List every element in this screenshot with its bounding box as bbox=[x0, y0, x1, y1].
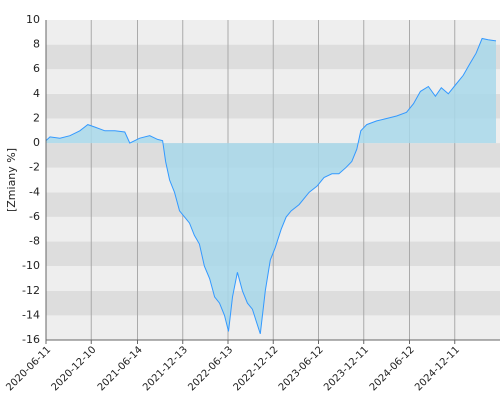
y-tick-label: -16 bbox=[22, 333, 40, 346]
y-tick-label: -12 bbox=[22, 284, 40, 297]
y-tick-label: 4 bbox=[33, 87, 40, 100]
y-axis-label: [Zmiany %] bbox=[5, 148, 18, 212]
x-tick-label: 2020-12-10 bbox=[50, 344, 99, 393]
y-tick-label: -8 bbox=[29, 235, 40, 248]
y-tick-label: -10 bbox=[22, 259, 40, 272]
area-fill bbox=[46, 38, 496, 334]
x-tick-label: 2023-06-12 bbox=[277, 344, 326, 393]
x-tick-label: 2022-12-12 bbox=[232, 344, 281, 393]
y-tick-label: -2 bbox=[29, 161, 40, 174]
y-tick-label: 10 bbox=[26, 13, 40, 26]
x-tick-label: 2024-12-11 bbox=[413, 344, 462, 393]
x-tick-label: 2024-06-12 bbox=[368, 344, 417, 393]
x-tick-label: 2021-06-14 bbox=[96, 344, 145, 393]
y-tick-label: 2 bbox=[33, 111, 40, 124]
line bbox=[45, 37, 497, 334]
y-tick-label: 6 bbox=[33, 62, 40, 75]
x-tick-label: 2020-06-11 bbox=[4, 344, 53, 393]
x-tick-label: 2021-12-13 bbox=[141, 344, 190, 393]
y-tick-label: -4 bbox=[29, 185, 40, 198]
y-tick-label: 8 bbox=[33, 38, 40, 51]
x-tick-label: 2022-06-13 bbox=[186, 344, 235, 393]
x-tick-label: 2023-12-11 bbox=[322, 344, 371, 393]
y-tick-label: -14 bbox=[22, 308, 40, 321]
y-tick-label: -6 bbox=[29, 210, 40, 223]
y-tick-label: 0 bbox=[33, 136, 40, 149]
